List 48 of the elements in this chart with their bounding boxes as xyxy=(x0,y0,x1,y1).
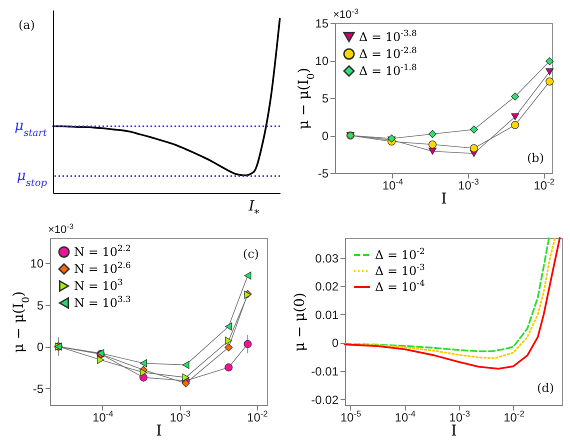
y-tick-label: 10 xyxy=(315,54,329,68)
y-tick-label: -5 xyxy=(32,382,44,396)
legend-label: Δ = 10$^{-3}$ xyxy=(375,262,425,278)
y-tick-label: -0.01 xyxy=(311,364,339,379)
legend-label: Δ = 10$^{-2}$ xyxy=(375,246,425,262)
text: (c) xyxy=(242,247,259,261)
y-tick-label: 0.01 xyxy=(315,308,339,322)
x-tick-label: 10$^{-5}$ xyxy=(340,408,362,424)
text: (b) xyxy=(526,151,544,165)
y-axis-title: μ − μ(0) xyxy=(292,292,308,352)
x-tick-label: 10$^{-2}$ xyxy=(247,408,268,424)
text: ×10$^{-3}$ xyxy=(333,6,359,21)
y-tick-label: 5 xyxy=(36,298,44,312)
legend-label: Δ = 10$^{-3.8}$ xyxy=(359,28,417,44)
y-tick-label: 10 xyxy=(30,256,44,271)
y-tick-label: 0.03 xyxy=(315,251,339,266)
legend-label: N = 10$^{3.3}$ xyxy=(74,294,131,310)
y-tick-label: 5 xyxy=(322,92,329,106)
x-axis-title: I$_{*}$ xyxy=(248,198,260,219)
y-tick-label: 0 xyxy=(36,340,44,354)
text: ×10$^{-3}$ xyxy=(48,222,74,236)
x-tick-label: 10$^{-2}$ xyxy=(504,408,525,424)
y-tick-label: -0.02 xyxy=(311,392,339,407)
legend-label: N = 10$^{2.6}$ xyxy=(74,260,131,276)
ref-line-label: μ$_{start}$ xyxy=(14,118,48,139)
x-tick-label: 10$^{-4}$ xyxy=(394,408,416,424)
y-tick-label: 0 xyxy=(322,129,329,143)
legend-label: Δ = 10$^{-4}$ xyxy=(375,278,425,294)
x-tick-label: 10$^{-4}$ xyxy=(382,176,404,192)
x-axis-title: I xyxy=(441,190,448,208)
y-tick-label: 0.02 xyxy=(315,280,339,294)
text: (d) xyxy=(536,381,554,395)
legend-label: Δ = 10$^{-2.8}$ xyxy=(359,45,417,61)
legend-label: Δ = 10$^{-1.8}$ xyxy=(359,62,417,78)
legend-label: N = 10$^{2.2}$ xyxy=(74,243,131,259)
x-axis-title: I xyxy=(451,422,458,440)
x-tick-label: 10$^{-4}$ xyxy=(92,408,114,424)
ref-line-label: μ$_{stop}$ xyxy=(16,168,48,189)
x-tick-label: 10$^{-3}$ xyxy=(170,408,191,424)
chart-title: (a) xyxy=(18,18,35,32)
x-tick-label: 10$^{-2}$ xyxy=(534,176,555,192)
x-axis-title: I xyxy=(156,422,162,440)
legend-label: N = 10$^{3}$ xyxy=(74,277,123,293)
x-tick-label: 10$^{-3}$ xyxy=(458,176,480,192)
y-tick-label: 0 xyxy=(332,336,339,350)
y-tick-label: 15 xyxy=(315,16,329,30)
y-tick-label: -5 xyxy=(318,166,329,180)
x-tick-label: 10$^{-3}$ xyxy=(449,408,470,424)
